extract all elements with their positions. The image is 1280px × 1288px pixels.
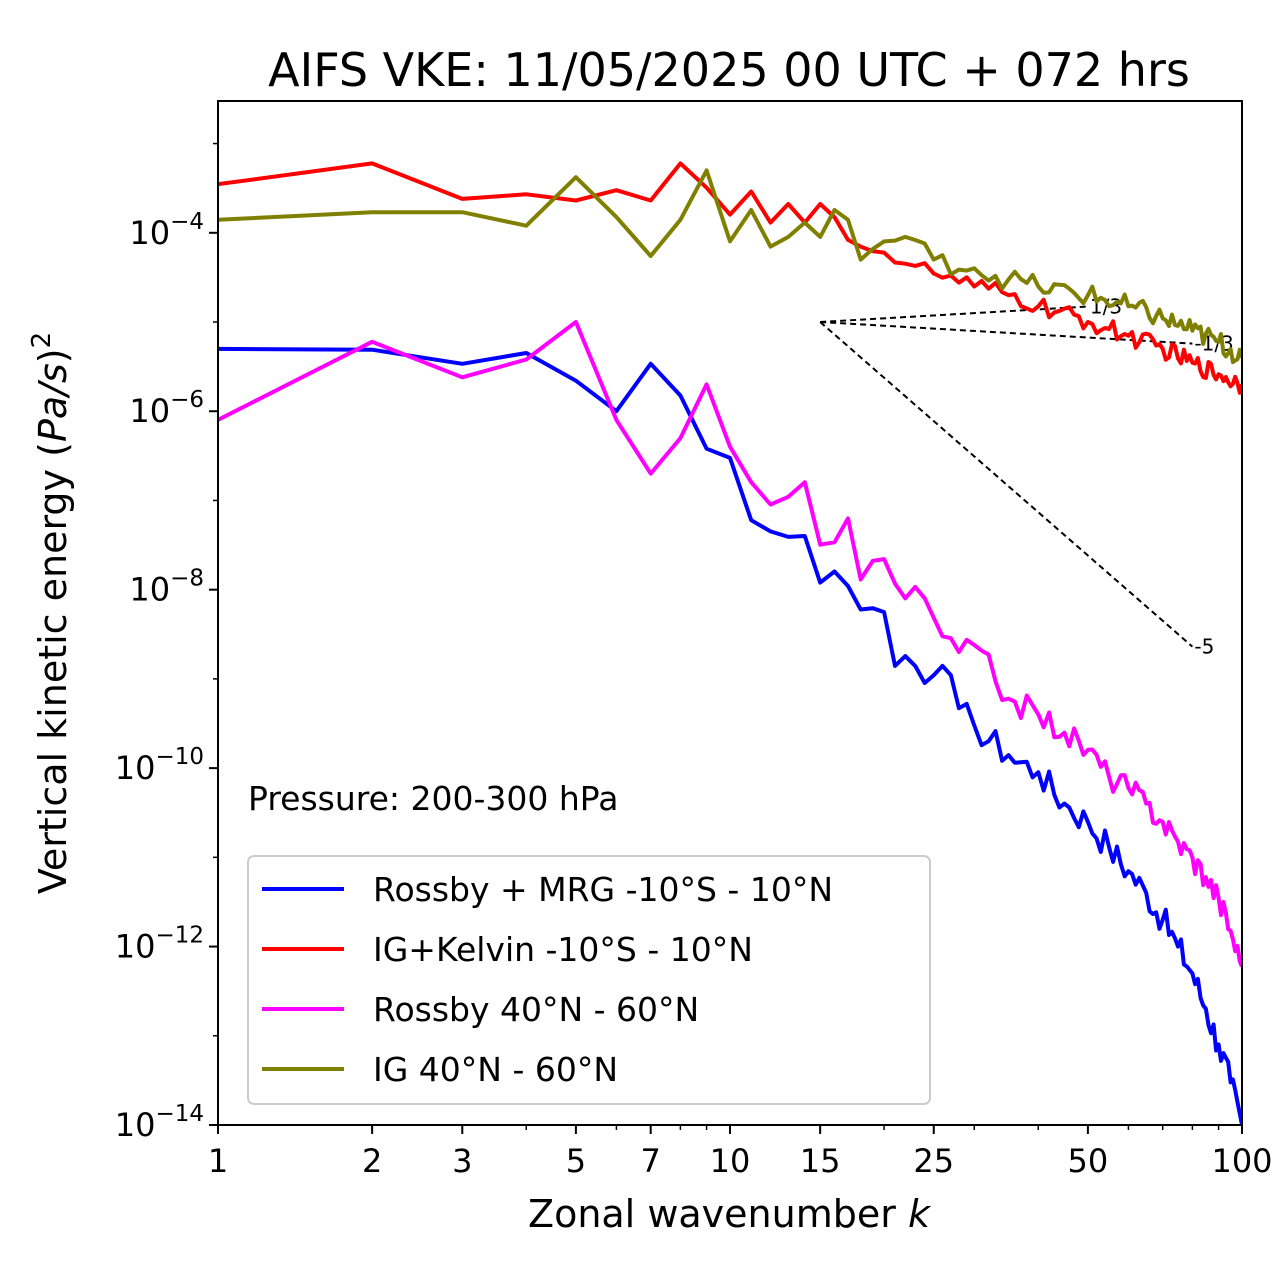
legend-label: Rossby + MRG -10°S - 10°N [373,870,833,909]
legend-frame [247,855,931,1105]
y-tick-base: 10 [129,571,170,609]
reference-slope-line [819,321,1194,648]
x-tick-label: 1 [208,1142,228,1180]
x-tick-label: 2 [362,1142,382,1180]
reference-slope-line [820,321,1193,345]
x-tick-label: 3 [452,1142,472,1180]
legend: Rossby + MRG -10°S - 10°N IG+Kelvin -10°S… [247,855,931,1105]
y-tick-label: 10−8 [129,566,204,609]
x-tick-label: 10 [710,1142,751,1180]
y-tick-base: 10 [129,392,170,430]
series-layer [218,161,1242,1125]
x-axis-label: Zonal wavenumber k [528,1192,932,1236]
x-tick-label: 100 [1211,1142,1272,1180]
pressure-annotation: Pressure: 200-300 hPa [248,779,618,818]
y-tick-label: 10−10 [115,744,204,787]
series-line [218,168,1242,365]
y-tick-label: 10−6 [129,387,204,430]
y-tick-label: 10−12 [115,923,204,966]
y-tick-base: 10 [115,749,156,787]
y-tick-label: 10−4 [129,209,204,252]
y-axis-label: Vertical kinetic energy (Pa/s)2 [27,332,75,894]
y-tick-exponent: −14 [155,1101,204,1127]
legend-label: Rossby 40°N - 60°N [373,990,699,1029]
y-tick-base: 10 [115,1106,156,1144]
x-tick-label: 50 [1068,1142,1109,1180]
y-tick-exponent: −4 [170,209,204,235]
chart-title: AIFS VKE: 11/05/2025 00 UTC + 072 hrs [268,43,1190,97]
x-tick-label: 7 [641,1142,661,1180]
x-tick-label: 15 [800,1142,841,1180]
legend-label: IG+Kelvin -10°S - 10°N [373,930,753,969]
reference-slope-label: -5 [1194,635,1214,659]
y-tick-exponent: −12 [155,923,204,949]
y-tick-base: 10 [129,214,170,252]
series-line [218,346,1242,1125]
plot-frame [217,100,1243,1126]
legend-label: IG 40°N - 60°N [373,1050,618,1089]
series-line [218,320,1242,968]
reference-slope-line [820,305,1088,324]
x-tick-label: 5 [566,1142,586,1180]
y-tick-exponent: −10 [155,744,204,770]
y-tick-exponent: −6 [170,387,204,413]
x-tick-labels: 1 2 3 5 7 10 15 25 50 100 [208,1142,1273,1180]
y-tick-base: 10 [115,928,156,966]
x-tick-label: 25 [913,1142,954,1180]
y-tick-label: 10−14 [115,1101,204,1144]
y-tick-exponent: −8 [170,566,204,592]
